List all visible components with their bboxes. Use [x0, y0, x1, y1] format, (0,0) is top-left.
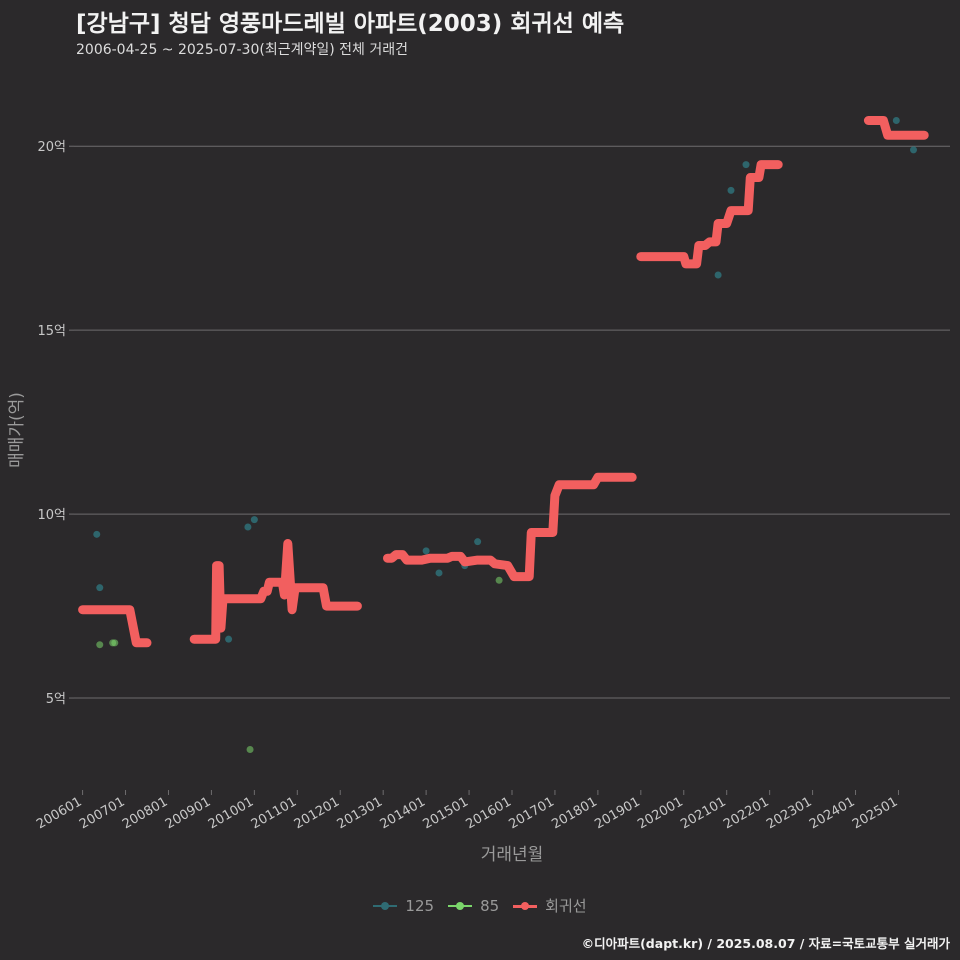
point-85 — [111, 639, 119, 647]
regression-segment — [383, 472, 637, 582]
y-axis-label: 매매가(억) — [7, 392, 27, 468]
x-axis-ticks: 2006012007012008012009012010012011012012… — [34, 790, 900, 832]
y-tick-label: 20억 — [37, 140, 66, 155]
regression-segment — [636, 160, 783, 269]
x-tick-label: 200701 — [77, 794, 127, 832]
x-tick-label: 201501 — [421, 794, 471, 832]
legend-key-regression — [513, 899, 538, 913]
legend: 125 85 회귀선 — [0, 895, 960, 916]
x-tick-label: 201801 — [549, 794, 599, 832]
legend-item-85: 85 — [448, 897, 499, 915]
legend-label-125: 125 — [405, 896, 435, 915]
grid-lines — [74, 145, 950, 699]
chart-subtitle: 2006-04-25 ~ 2025-07-30(최근계약일) 전체 거래건 — [76, 42, 408, 58]
y-tick-label: 5억 — [46, 692, 66, 707]
x-tick-label: 201101 — [249, 794, 299, 832]
x-tick-label: 201001 — [206, 794, 256, 832]
point-125 — [250, 516, 258, 524]
point-85 — [96, 641, 104, 649]
point-85 — [495, 576, 503, 584]
x-tick-label: 201601 — [464, 794, 514, 832]
source-caption: ©디아파트(dapt.kr) / 2025.08.07 / 자료=국토교통부 실… — [581, 936, 950, 951]
y-axis-ticks: 5억 10억 15억 20억 — [37, 140, 74, 707]
y-tick-label: 15억 — [37, 324, 66, 339]
point-125 — [225, 635, 233, 643]
x-tick-label: 202101 — [678, 794, 728, 832]
point-125 — [474, 538, 482, 546]
regression-segment — [189, 539, 362, 644]
regression-segment — [863, 116, 929, 140]
x-tick-label: 201301 — [335, 794, 385, 832]
x-tick-label: 201201 — [292, 794, 342, 832]
legend-label-85: 85 — [480, 896, 500, 915]
legend-key-85 — [448, 899, 473, 913]
point-125 — [244, 523, 252, 531]
regression-segment — [78, 605, 152, 648]
x-tick-label: 202001 — [635, 794, 685, 832]
x-axis-label: 거래년월 — [481, 845, 544, 865]
point-125 — [742, 161, 750, 169]
legend-item-125: 125 — [373, 897, 434, 915]
x-tick-label: 202501 — [850, 794, 900, 832]
x-tick-label: 200601 — [34, 794, 84, 832]
point-125 — [910, 146, 917, 154]
chart-title: [강남구] 청담 영풍마드레빌 아파트(2003) 회귀선 예측 — [76, 11, 625, 37]
point-125 — [96, 584, 104, 592]
x-tick-label: 202201 — [721, 794, 771, 832]
x-tick-label: 202301 — [764, 794, 814, 832]
x-tick-label: 201901 — [592, 794, 642, 832]
point-125 — [727, 186, 735, 194]
y-tick-label: 10억 — [37, 508, 66, 523]
x-tick-label: 200901 — [163, 794, 213, 832]
point-125 — [714, 271, 722, 279]
legend-key-125 — [373, 899, 398, 913]
point-125 — [422, 547, 430, 555]
legend-label-regression: 회귀선 — [545, 897, 587, 915]
x-tick-label: 201701 — [506, 794, 556, 832]
legend-item-regression: 회귀선 — [513, 895, 587, 916]
point-125 — [435, 569, 443, 577]
scatter-points — [93, 116, 917, 754]
regression-lines — [78, 116, 929, 648]
x-tick-label: 200801 — [120, 794, 170, 832]
x-tick-label: 201401 — [378, 794, 428, 832]
point-85 — [246, 746, 254, 754]
x-tick-label: 202401 — [807, 794, 857, 832]
point-125 — [93, 530, 101, 538]
point-125 — [892, 116, 900, 124]
